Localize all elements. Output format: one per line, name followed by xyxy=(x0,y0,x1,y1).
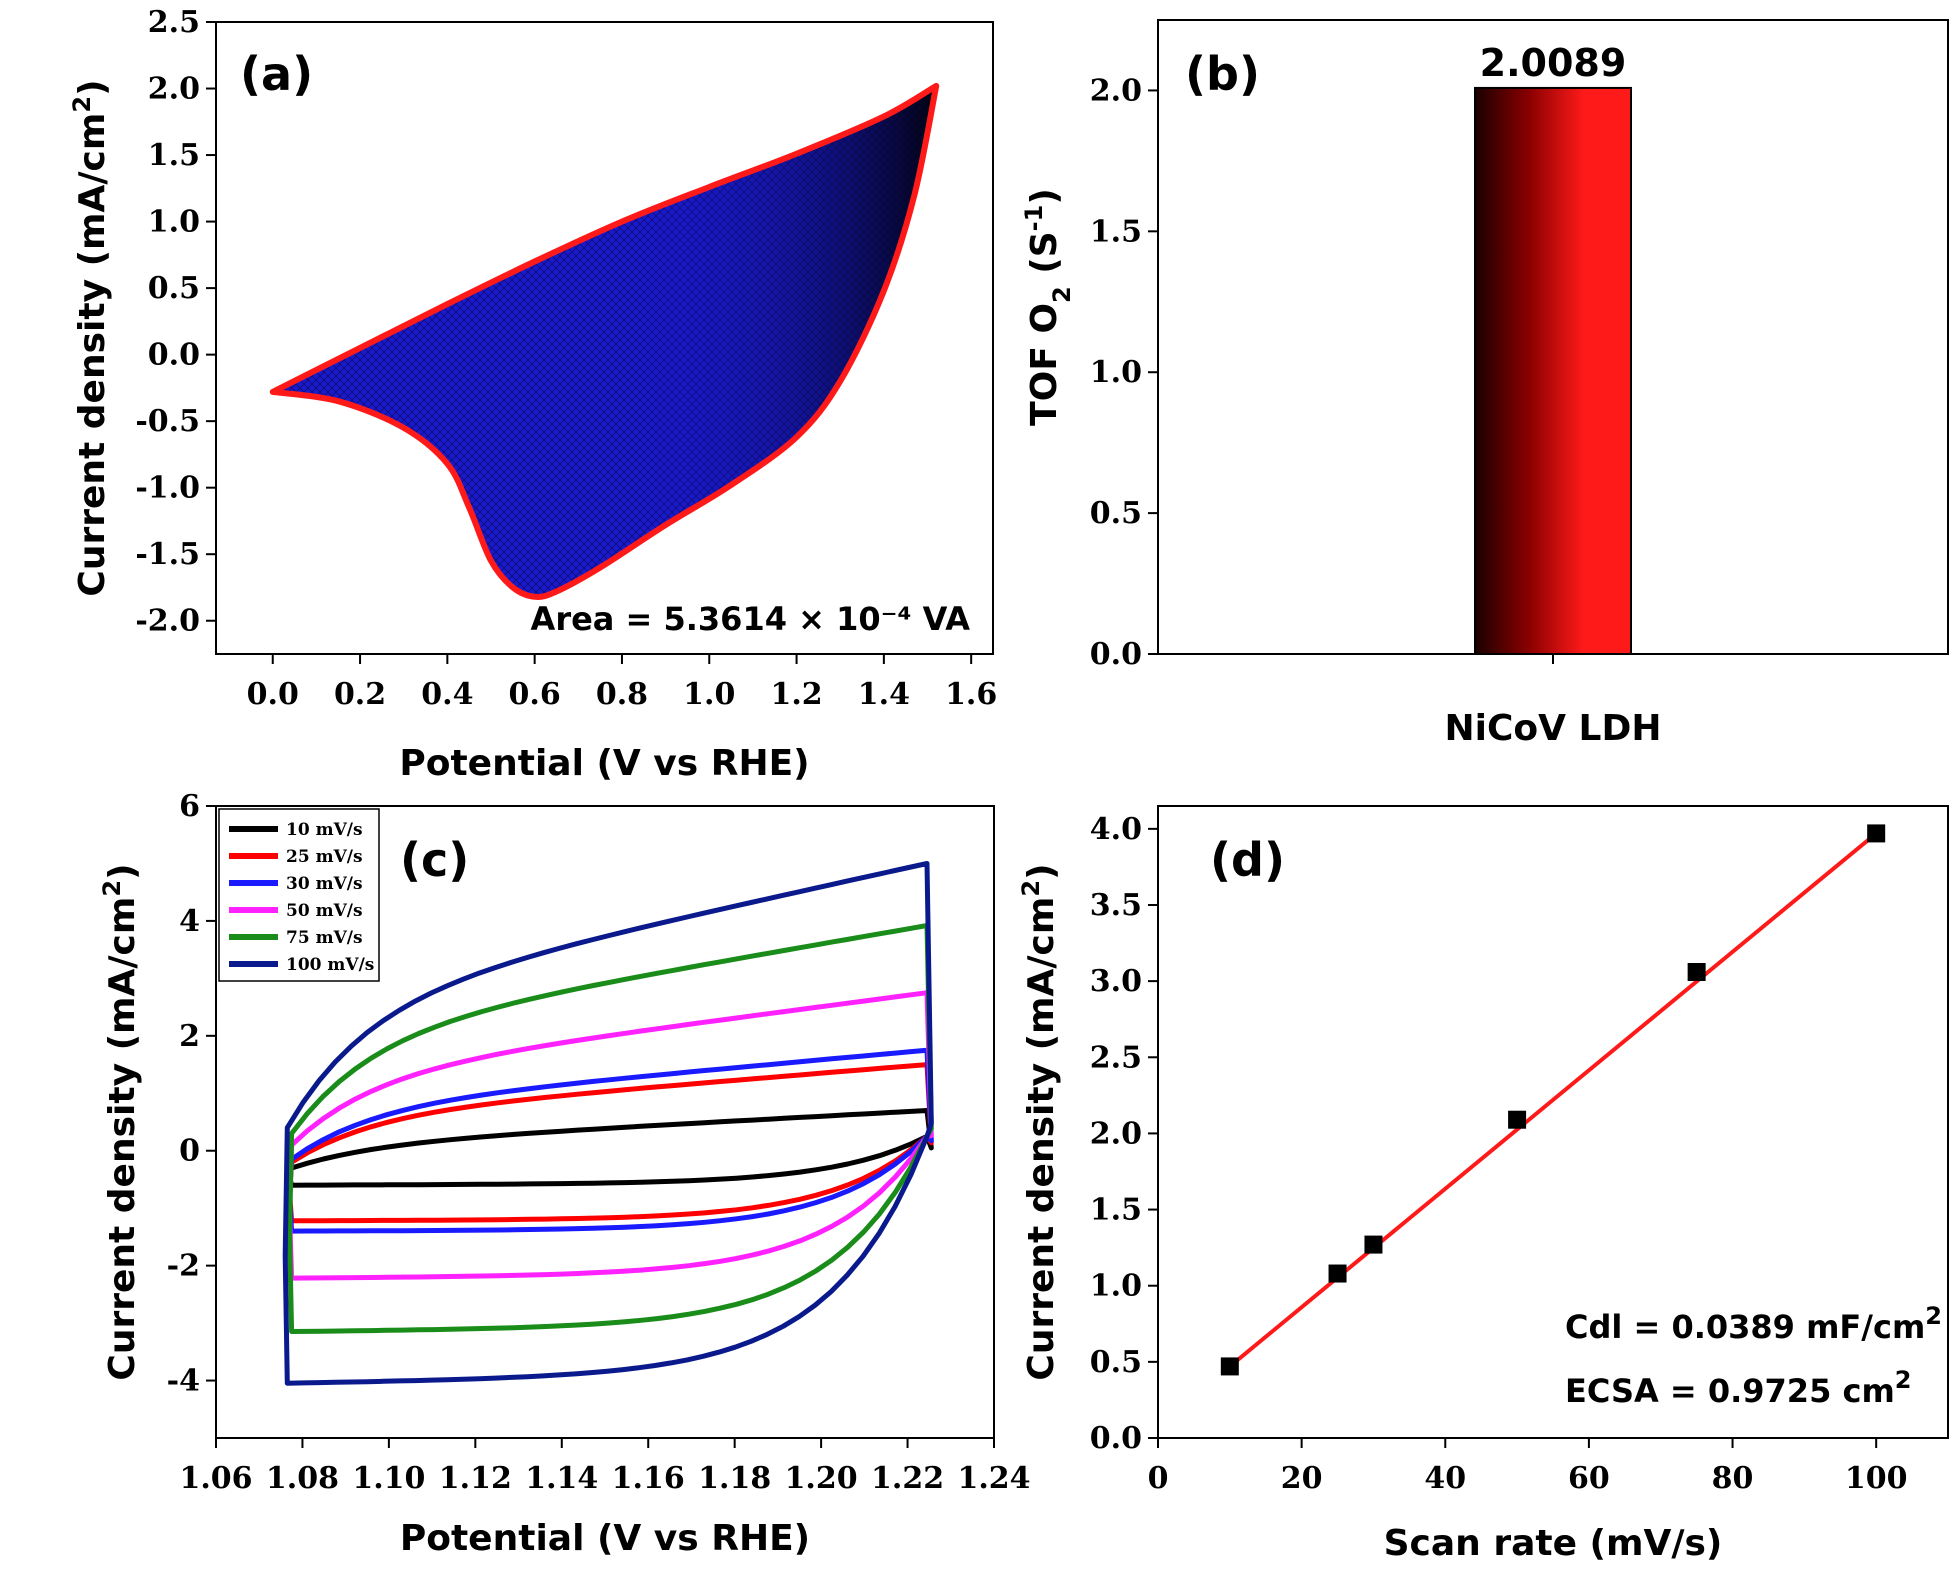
panel-b-bar-chart: 0.0 0.5 1.0 1.5 2.0 2.0089 NiCoV LDH TOF O2 (S-… xyxy=(1020,20,1948,749)
panel-d-xtick-label: 40 xyxy=(1424,1461,1466,1496)
panel-a-xtick-label: 0.4 xyxy=(421,677,473,712)
cv-curve-30-mvs xyxy=(290,1050,932,1231)
panel-a-xtick-label: 1.0 xyxy=(683,677,735,712)
legend-label: 30 mV/s xyxy=(286,874,363,894)
panel-c-y-axis-title: Current density (mA/cm2) xyxy=(98,863,143,1380)
panel-d-ytick-label: 0.5 xyxy=(1090,1345,1142,1380)
panel-a-ytick-label: 1.5 xyxy=(148,138,200,173)
panel-c-xtick-label: 1.22 xyxy=(871,1461,944,1496)
panel-a-xtick-label: 0.6 xyxy=(509,677,561,712)
panel-d-cdl-annotation: Cdl = 0.0389 mF/cm2 xyxy=(1565,1302,1942,1346)
panel-c-xtick-label: 1.16 xyxy=(612,1461,685,1496)
panel-d-ytick-label: 4.0 xyxy=(1090,812,1142,847)
panel-d-xtick-label: 100 xyxy=(1845,1461,1908,1496)
panel-c-legend: 10 mV/s 25 mV/s 30 mV/s 50 mV/s 75 mV/s 100 m… xyxy=(219,809,379,981)
panel-a-label: (a) xyxy=(240,47,313,101)
bar-data-label: 2.0089 xyxy=(1480,41,1627,85)
panel-a-area-annotation: Area = 5.3614 × 10⁻⁴ VA xyxy=(531,600,971,638)
panel-d-xtick-label: 80 xyxy=(1712,1461,1754,1496)
data-point xyxy=(1867,824,1885,842)
panel-d-ytick-label: 1.0 xyxy=(1090,1269,1142,1304)
panel-b-ytick-label: 2.0 xyxy=(1090,73,1142,108)
panel-a-xtick-label: 0.2 xyxy=(334,677,386,712)
legend-label: 75 mV/s xyxy=(286,928,363,948)
panel-a-area-chart: 0.0 0.2 0.4 0.6 0.8 1.0 1.2 1.4 1.6 -2.0 -1.5 -1.0 -… xyxy=(68,5,997,784)
data-point xyxy=(1508,1111,1526,1129)
legend-label: 10 mV/s xyxy=(286,820,363,840)
panel-c-xtick-label: 1.10 xyxy=(352,1461,425,1496)
panel-c-ytick-label: 0 xyxy=(179,1134,200,1169)
panel-a-ytick-label: -1.5 xyxy=(135,537,200,572)
data-point xyxy=(1221,1357,1239,1375)
panel-d-ytick-label: 2.0 xyxy=(1090,1116,1142,1151)
data-point xyxy=(1329,1265,1347,1283)
legend-label: 25 mV/s xyxy=(286,847,363,867)
panel-c-ytick-label: 2 xyxy=(179,1019,200,1054)
panel-a-ytick-label: -2.0 xyxy=(135,604,200,639)
panel-c-xtick-label: 1.14 xyxy=(525,1461,598,1496)
panel-b-label: (b) xyxy=(1185,47,1260,101)
panel-d-y-axis-title: Current density (mA/cm2) xyxy=(1017,863,1062,1380)
panel-d-ytick-label: 0.0 xyxy=(1090,1421,1142,1456)
panel-d-ecsa-annotation: ECSA = 0.9725 cm2 xyxy=(1565,1366,1911,1410)
panel-c-xtick-label: 1.24 xyxy=(957,1461,1030,1496)
panel-b-ytick-label: 1.0 xyxy=(1090,355,1142,390)
panel-a-ytick-label: 2.0 xyxy=(148,72,200,107)
panel-d-ytick-label: 2.5 xyxy=(1090,1040,1142,1075)
panel-b-y-axis-title: TOF O2 (S-1) xyxy=(1020,188,1076,426)
data-point xyxy=(1364,1236,1382,1254)
panel-c-ytick-label: -4 xyxy=(167,1364,200,1399)
panel-c-ytick-label: -2 xyxy=(167,1249,200,1284)
panel-a-xtick-label: 1.4 xyxy=(858,677,910,712)
panel-b-x-axis-title: NiCoV LDH xyxy=(1445,708,1662,749)
panel-a-xtick-label: 0.8 xyxy=(596,677,648,712)
legend-label: 50 mV/s xyxy=(286,901,363,921)
panel-d-xtick-label: 60 xyxy=(1568,1461,1610,1496)
panel-a-xtick-label: 1.2 xyxy=(770,677,822,712)
panel-d-xtick-label: 20 xyxy=(1281,1461,1323,1496)
panel-d-ytick-label: 1.5 xyxy=(1090,1193,1142,1228)
panel-a-ytick-label: 0.0 xyxy=(148,338,200,373)
panel-a-ytick-label: -0.5 xyxy=(135,404,200,439)
panel-c-xtick-label: 1.12 xyxy=(439,1461,512,1496)
panel-b-ytick-label: 0.5 xyxy=(1090,496,1142,531)
panel-a-ytick-label: -1.0 xyxy=(135,471,200,506)
panel-c-label: (c) xyxy=(400,833,469,887)
panel-c-xtick-label: 1.20 xyxy=(785,1461,858,1496)
panel-a-xtick-label: 0.0 xyxy=(247,677,299,712)
panel-c-xtick-label: 1.06 xyxy=(179,1461,252,1496)
figure: 0.0 0.2 0.4 0.6 0.8 1.0 1.2 1.4 1.6 -2.0 -1.5 -1.0 -… xyxy=(0,0,1958,1571)
panel-a-y-axis-title: Current density (mA/cm2) xyxy=(68,79,113,596)
panel-c-x-axis-title: Potential (V vs RHE) xyxy=(400,1518,810,1559)
panel-d-ytick-label: 3.5 xyxy=(1090,888,1142,923)
panel-c-xtick-label: 1.18 xyxy=(698,1461,771,1496)
panel-d-ytick-label: 3.0 xyxy=(1090,964,1142,999)
bar-nicov-ldh xyxy=(1475,88,1631,654)
panel-c-cv-chart: 1.06 1.08 1.10 1.12 1.14 1.16 1.18 1.20 1.22 1.24… xyxy=(98,789,1031,1559)
panel-d-x-axis-title: Scan rate (mV/s) xyxy=(1384,1523,1723,1564)
legend-label: 100 mV/s xyxy=(286,955,374,975)
panel-c-ytick-label: 6 xyxy=(179,789,200,824)
panel-a-ytick-label: 2.5 xyxy=(148,5,200,40)
panel-d-xtick-label: 0 xyxy=(1148,1461,1169,1496)
panel-a-ytick-label: 0.5 xyxy=(148,271,200,306)
panel-d-label: (d) xyxy=(1210,833,1285,887)
data-point xyxy=(1688,963,1706,981)
panel-a-xtick-label: 1.6 xyxy=(945,677,997,712)
linear-fit-line xyxy=(1230,833,1876,1366)
panel-a-ytick-label: 1.0 xyxy=(148,205,200,240)
panel-c-ytick-label: 4 xyxy=(179,904,200,939)
panel-b-ytick-label: 1.5 xyxy=(1090,214,1142,249)
panel-b-ytick-label: 0.0 xyxy=(1090,637,1142,672)
cv-curve-50-mvs xyxy=(290,993,932,1278)
panel-c-xtick-label: 1.08 xyxy=(266,1461,339,1496)
panel-a-x-axis-title: Potential (V vs RHE) xyxy=(399,743,809,784)
panel-d-scatter-chart: 0 20 40 60 80 100 0.0 0.5 1.0 1.5 2.0 2.5 3.0 3.5 4.0 S… xyxy=(1017,806,1948,1564)
